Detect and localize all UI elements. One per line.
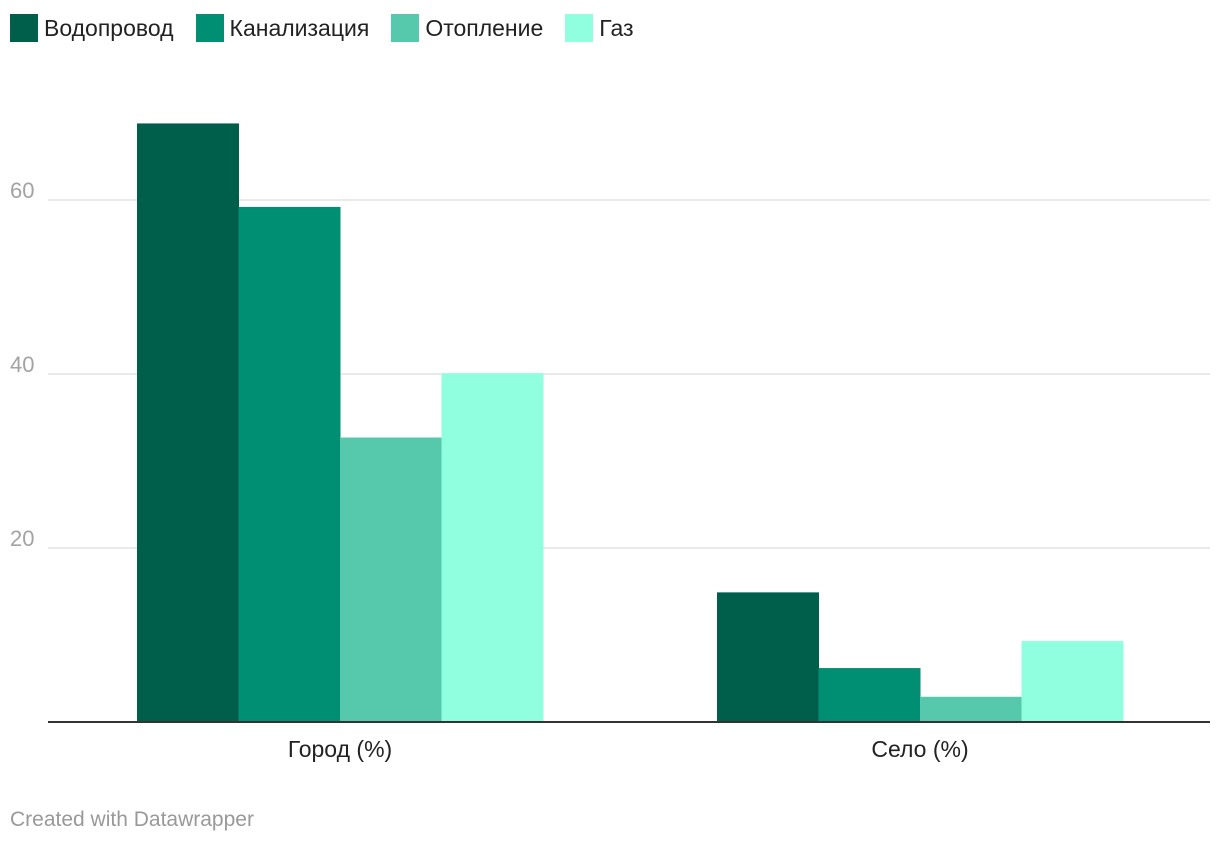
- legend-item: Газ: [565, 14, 634, 42]
- x-category-label: Город (%): [288, 736, 392, 762]
- bar: [441, 373, 544, 722]
- y-tick-label: 20: [10, 526, 34, 551]
- bar: [920, 696, 1022, 722]
- bar: [340, 437, 442, 722]
- legend-swatch: [391, 14, 420, 42]
- bar: [238, 206, 341, 722]
- bar: [717, 592, 819, 722]
- bar: [137, 123, 239, 722]
- legend-item: Канализация: [195, 14, 370, 42]
- legend-label: Водопровод: [44, 14, 174, 41]
- legend-item: Водопровод: [10, 14, 174, 42]
- credit-text[interactable]: Created with Datawrapper: [10, 808, 254, 831]
- legend-swatch: [10, 14, 38, 42]
- legend-label: Отопление: [425, 14, 544, 41]
- bar: [818, 668, 921, 722]
- chart-legend: Водопровод Канализация Отопление Газ: [10, 12, 656, 44]
- legend-item: Отопление: [391, 14, 543, 42]
- x-category-label: Село (%): [871, 736, 968, 762]
- y-tick-label: 60: [10, 178, 34, 203]
- legend-label: Канализация: [229, 14, 370, 41]
- bar: [1021, 641, 1124, 722]
- legend-swatch: [195, 14, 224, 42]
- legend-label: Газ: [599, 14, 634, 41]
- y-tick-label: 40: [10, 352, 34, 377]
- legend-swatch: [565, 14, 594, 42]
